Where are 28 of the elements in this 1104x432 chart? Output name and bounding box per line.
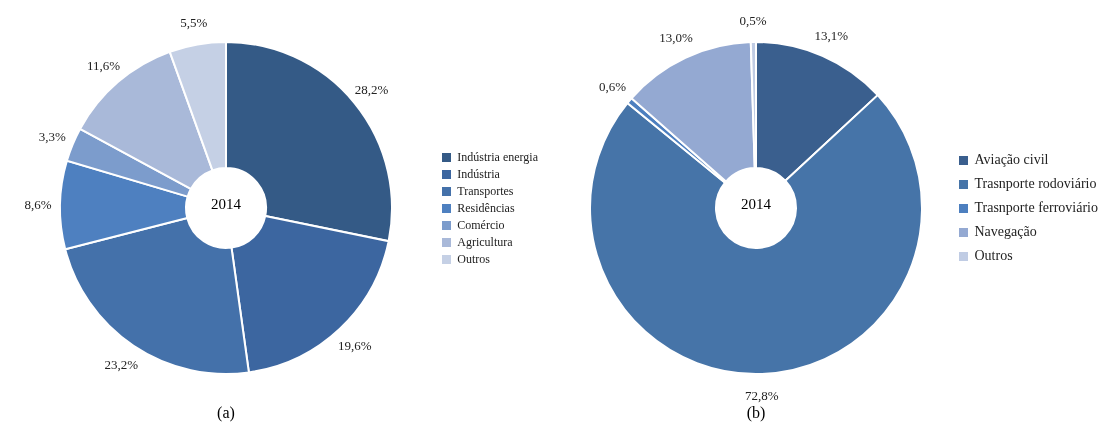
legend-label: Agricultura — [457, 233, 513, 251]
legend-label: Trasnporte rodoviário — [974, 175, 1097, 193]
text: (b) — [745, 404, 767, 422]
text: 2014 — [740, 196, 772, 213]
data-label: 19,6% — [337, 337, 372, 353]
legend-label: Residências — [457, 199, 515, 217]
legend-label: Comércio — [457, 216, 505, 234]
legend-label: Navegação — [974, 223, 1037, 241]
data-label: 13,0% — [659, 30, 693, 46]
data-label: 23,2% — [104, 356, 139, 372]
text: 2014 — [210, 196, 242, 213]
text: (a) — [216, 404, 236, 422]
data-label: 13,1% — [814, 28, 849, 44]
data-label: 11,6% — [86, 57, 121, 73]
legend-label: Outros — [457, 250, 490, 268]
data-label: 5,5% — [180, 15, 208, 31]
legend-label: Indústria energia — [457, 148, 538, 166]
data-label: 72,8% — [745, 388, 779, 404]
legend-label: Aviação civil — [974, 151, 1049, 169]
data-label: 3,3% — [38, 128, 67, 144]
legend-label: Indústria — [457, 165, 500, 183]
legend-label: Outros — [974, 247, 1013, 265]
data-label: 8,6% — [24, 196, 52, 212]
legend-label: Trasnporte ferroviário — [974, 199, 1098, 217]
data-label: 0,5% — [739, 12, 767, 28]
data-label: 28,2% — [354, 81, 389, 97]
data-label: 0,6% — [599, 78, 627, 94]
legend-label: Transportes — [457, 182, 514, 200]
